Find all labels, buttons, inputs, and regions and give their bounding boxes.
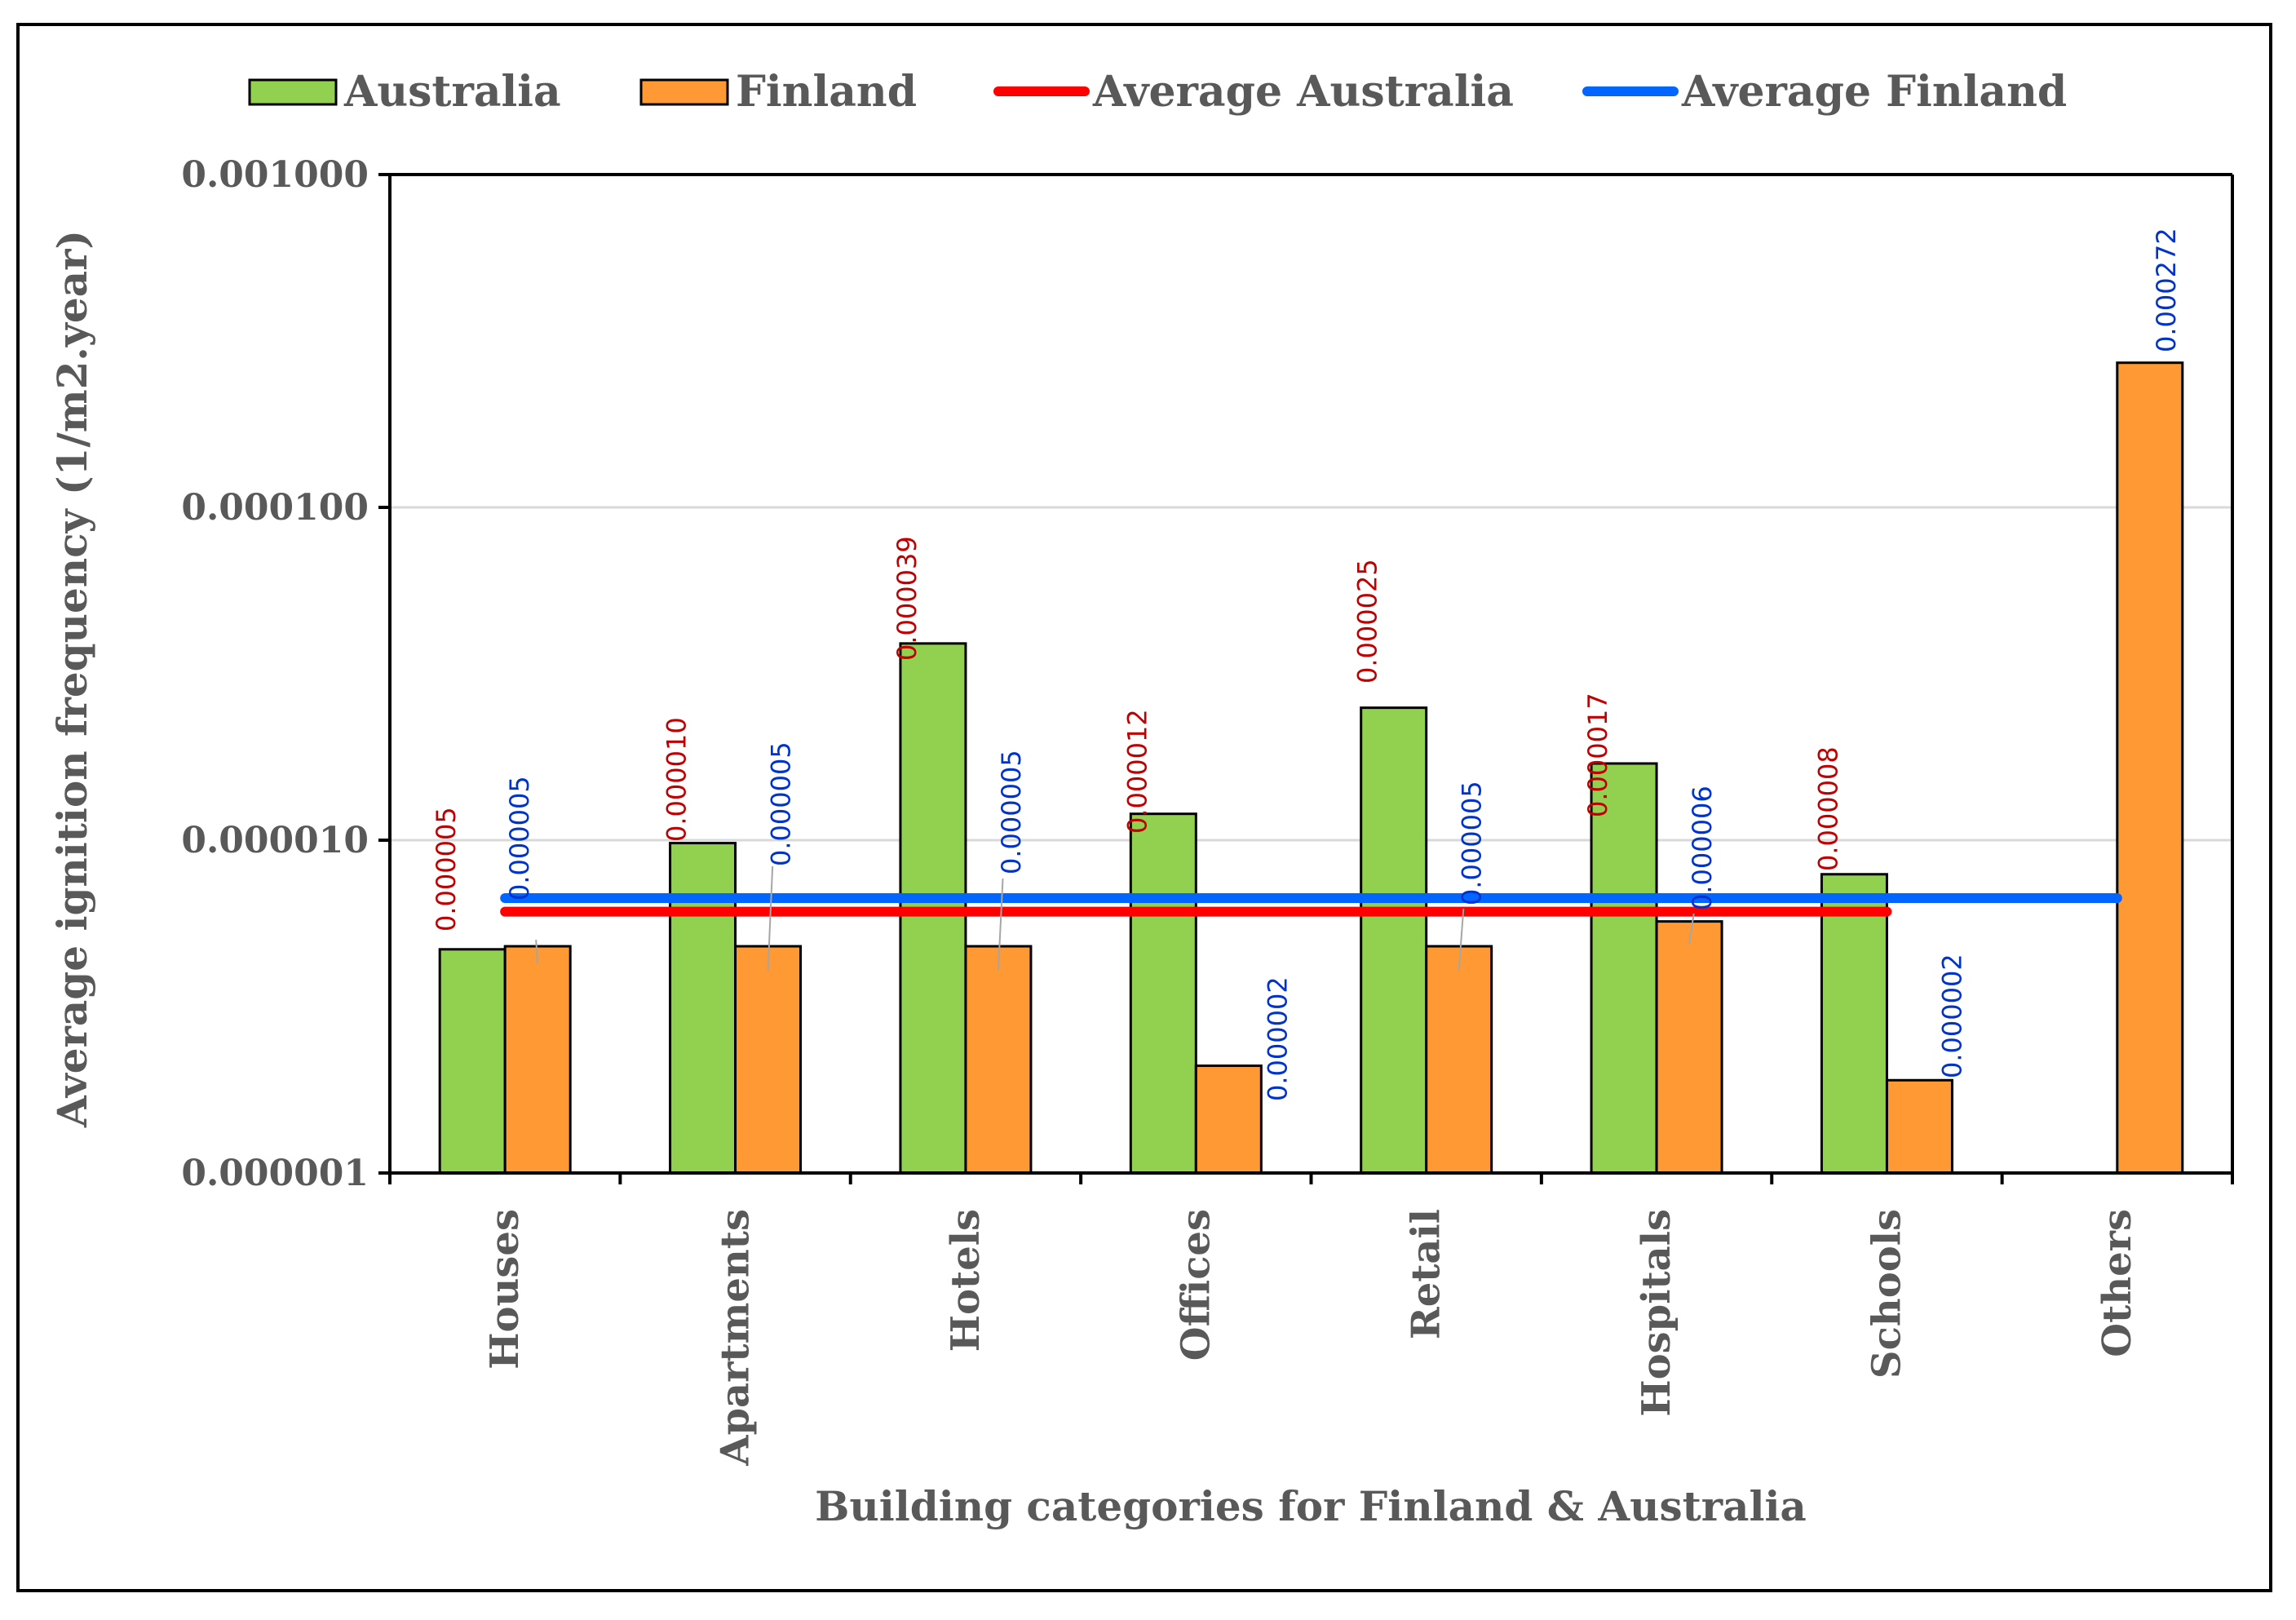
y-tick-label: 0.000100 bbox=[181, 487, 369, 529]
chart-frame: 0.000005 0.000010 0.000039 0.000012 0.000025… bbox=[16, 23, 2272, 1592]
y-tick-label: 0.000010 bbox=[181, 820, 369, 861]
data-label-australia-schools: 0.000008 bbox=[1812, 746, 1843, 871]
data-label-australia-hotels: 0.000039 bbox=[891, 536, 922, 661]
data-label-australia-hospitals: 0.000017 bbox=[1582, 693, 1613, 817]
y-tick-label: 0.001000 bbox=[181, 154, 369, 196]
bar-finland-hotels bbox=[964, 945, 1033, 1175]
bar-finland-hospitals bbox=[1655, 920, 1723, 1175]
x-axis-title: Building categories for Finland & Austra… bbox=[815, 1482, 1807, 1530]
legend-label: Finland bbox=[736, 67, 917, 117]
x-category-label: Others bbox=[2095, 1209, 2140, 1357]
data-label-finland-offices: 0.000002 bbox=[1262, 976, 1293, 1101]
x-category-label: Offices bbox=[1173, 1209, 1219, 1361]
bar-finland-offices bbox=[1194, 1065, 1263, 1175]
x-category-label: Houses bbox=[482, 1209, 528, 1370]
chart-svg: 0.000005 0.000010 0.000039 0.000012 0.000025… bbox=[48, 67, 2234, 1530]
data-label-finland-schools: 0.000002 bbox=[1936, 954, 1967, 1078]
data-label-australia-offices: 0.000012 bbox=[1121, 709, 1152, 834]
bar-australia-houses bbox=[438, 948, 507, 1175]
leader-line bbox=[997, 878, 1004, 972]
legend-label: Australia bbox=[343, 67, 561, 117]
legend-label: Average Finland bbox=[1681, 67, 2067, 117]
bar-finland-apartments bbox=[734, 945, 803, 1175]
data-label-finland-houses: 0.000005 bbox=[504, 776, 535, 901]
bar-australia-hospitals bbox=[1590, 762, 1658, 1175]
bar-australia-retail bbox=[1360, 706, 1428, 1175]
legend-label: Average Australia bbox=[1092, 67, 1514, 117]
y-tick-label: 0.000001 bbox=[181, 1153, 369, 1194]
leader-line bbox=[1688, 913, 1695, 945]
bar-australia-schools bbox=[1820, 873, 1888, 1175]
y-axis-title: Average ignition frequency (1/m2.year) bbox=[48, 230, 96, 1128]
legend-swatch-finland bbox=[639, 78, 729, 106]
bar-finland-retail bbox=[1425, 945, 1493, 1175]
data-label-australia-retail: 0.000025 bbox=[1352, 559, 1383, 684]
x-category-label: Hotels bbox=[943, 1209, 989, 1352]
bar-finland-schools bbox=[1885, 1078, 1953, 1175]
x-category-label: Retail bbox=[1404, 1209, 1449, 1339]
x-category-label: Hospitals bbox=[1634, 1209, 1679, 1417]
data-label-australia-houses: 0.000005 bbox=[431, 807, 462, 932]
leader-line bbox=[535, 939, 539, 965]
x-category-label: Schools bbox=[1864, 1209, 1909, 1379]
data-label-finland-retail: 0.000005 bbox=[1457, 781, 1488, 905]
bar-australia-apartments bbox=[669, 842, 737, 1175]
data-label-finland-hospitals: 0.000006 bbox=[1687, 786, 1718, 910]
data-label-australia-apartments: 0.000010 bbox=[661, 717, 692, 842]
bar-finland-houses bbox=[503, 945, 572, 1175]
leader-line bbox=[767, 865, 774, 972]
leader-line bbox=[1458, 908, 1465, 972]
data-label-finland-apartments: 0.000005 bbox=[766, 741, 797, 866]
data-label-finland-hotels: 0.000005 bbox=[996, 750, 1027, 874]
x-category-label: Apartments bbox=[713, 1209, 759, 1467]
data-label-finland-others: 0.000272 bbox=[2151, 228, 2182, 352]
legend-swatch-australia bbox=[248, 78, 338, 106]
bar-finland-others bbox=[2116, 361, 2184, 1175]
bar-australia-offices bbox=[1129, 812, 1197, 1175]
